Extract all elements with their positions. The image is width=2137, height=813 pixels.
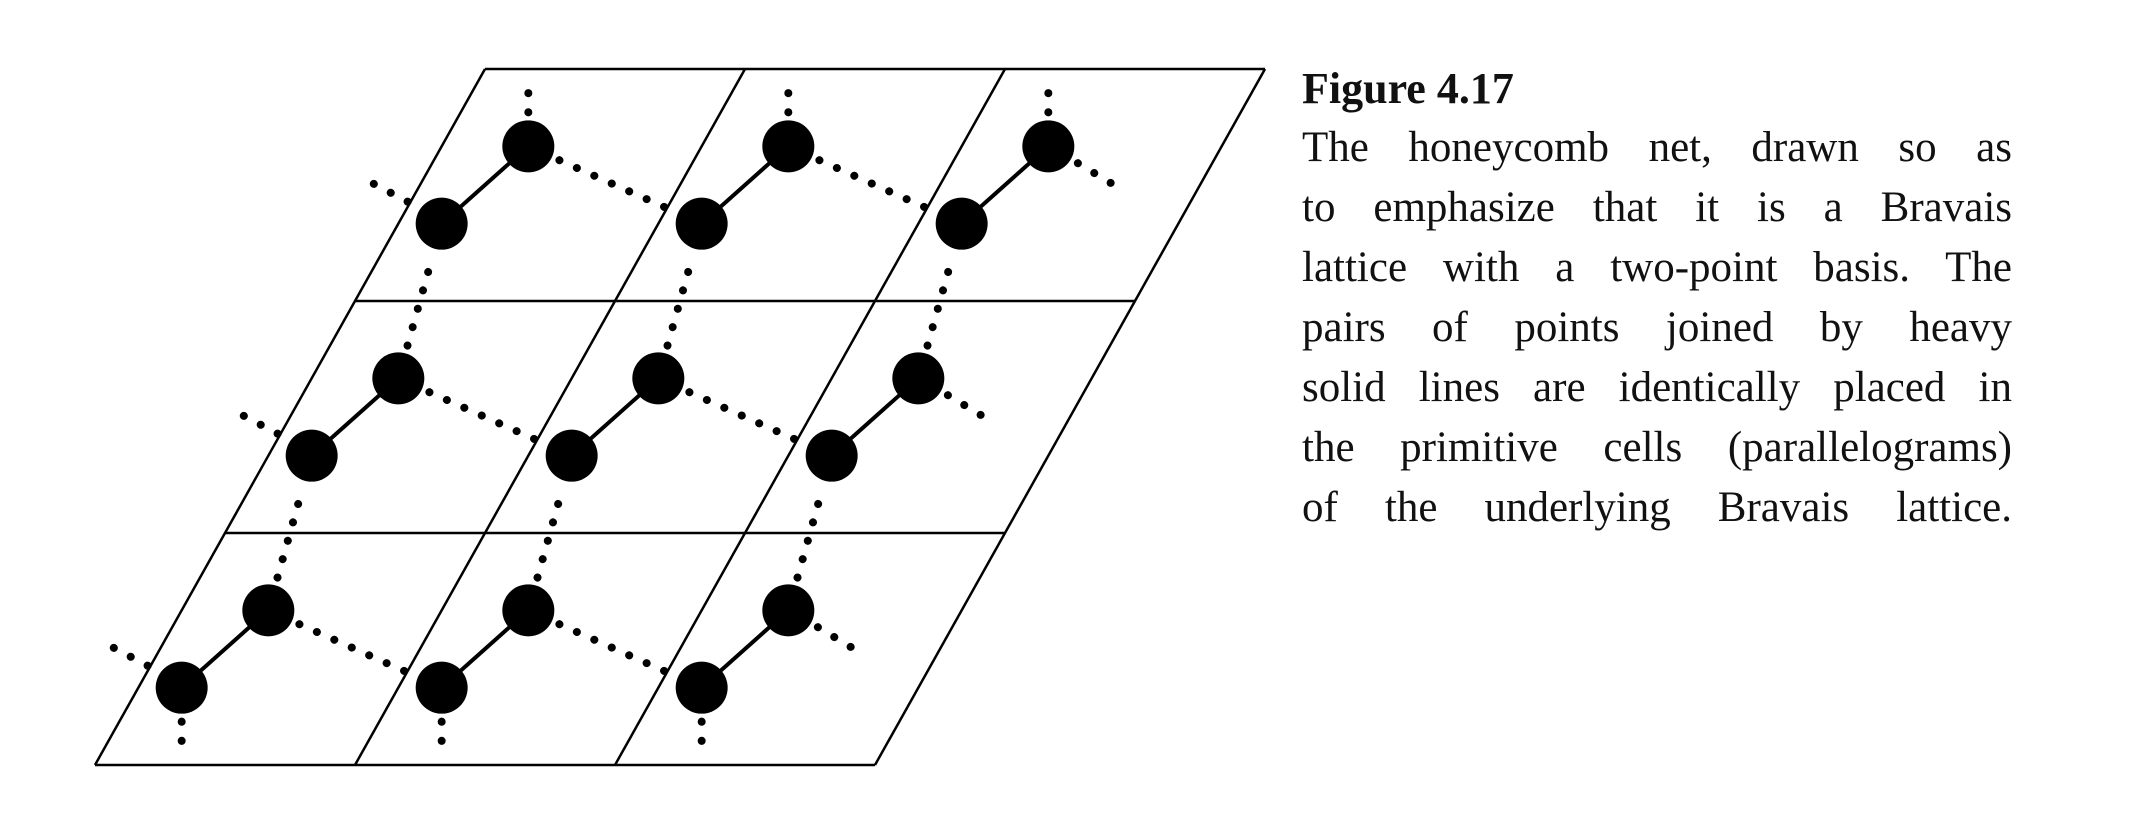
cell-edge-slanted: [873, 68, 1267, 766]
lattice-point-b: [632, 352, 685, 405]
figure-caption: Figure 4.17 The honeycomb net, drawn so …: [1302, 62, 2012, 538]
dotted-bond: [365, 177, 412, 206]
dotted-bond: [813, 623, 861, 655]
lattice-point-b: [372, 352, 425, 405]
lattice-point-a: [415, 661, 468, 714]
lattice-points: [155, 120, 1075, 714]
cell-edge-slanted: [353, 68, 747, 766]
dotted-bond: [235, 409, 282, 438]
cell-edge-slanted: [613, 68, 1007, 766]
dotted-bond: [555, 156, 675, 214]
dotted-bond: [425, 388, 545, 446]
caption-line-1: The honeycomb net, drawn so as: [1302, 124, 2012, 171]
lattice-point-b: [502, 584, 555, 637]
lattice-point-a: [545, 429, 598, 482]
lattice-point-b: [242, 584, 295, 637]
honeycomb-lattice-diagram: [93, 67, 1267, 767]
dotted-bond: [943, 391, 991, 423]
lattice-point-a: [155, 661, 208, 714]
lattice-point-b: [762, 584, 815, 637]
parallelogram-grid: [93, 67, 1267, 767]
lattice-point-a: [675, 661, 728, 714]
dotted-bond: [403, 252, 437, 350]
lattice-point-b: [1022, 120, 1075, 173]
dotted-bond: [1073, 159, 1121, 191]
lattice-point-b: [762, 120, 815, 173]
caption-line-6: the primitive cells (parallelograms): [1302, 424, 2012, 471]
dotted-bond: [295, 620, 415, 678]
dotted-bond: [793, 484, 827, 582]
dotted-bond: [685, 388, 805, 446]
caption-line-4: pairs of points joined by heavy: [1302, 304, 2012, 351]
dotted-bond: [663, 252, 697, 350]
lattice-point-a: [805, 429, 858, 482]
dotted-bond: [923, 252, 957, 350]
lattice-point-a: [415, 197, 468, 250]
lattice-point-a: [935, 197, 988, 250]
heavy-solid-bonds: [180, 144, 1050, 690]
figure-label: Figure 4.17: [1302, 64, 1514, 113]
caption-line-3: lattice with a two-point basis. The: [1302, 244, 2012, 291]
lattice-point-a: [285, 429, 338, 482]
caption-line-5: solid lines are identically placed in: [1302, 364, 2012, 411]
lattice-point-b: [502, 120, 555, 173]
dotted-bond: [815, 156, 935, 214]
cell-edge-slanted: [93, 68, 487, 766]
caption-line-2: to emphasize that it is a Bravais: [1302, 184, 2012, 231]
dotted-bond: [555, 620, 675, 678]
lattice-point-a: [675, 197, 728, 250]
dotted-bond: [533, 484, 567, 582]
dotted-bond: [273, 484, 307, 582]
dotted-bond: [105, 641, 152, 670]
dotted-bonds: [105, 73, 1121, 761]
lattice-point-b: [892, 352, 945, 405]
caption-line-7: of the underlying Bravais lattice.: [1302, 484, 2012, 531]
